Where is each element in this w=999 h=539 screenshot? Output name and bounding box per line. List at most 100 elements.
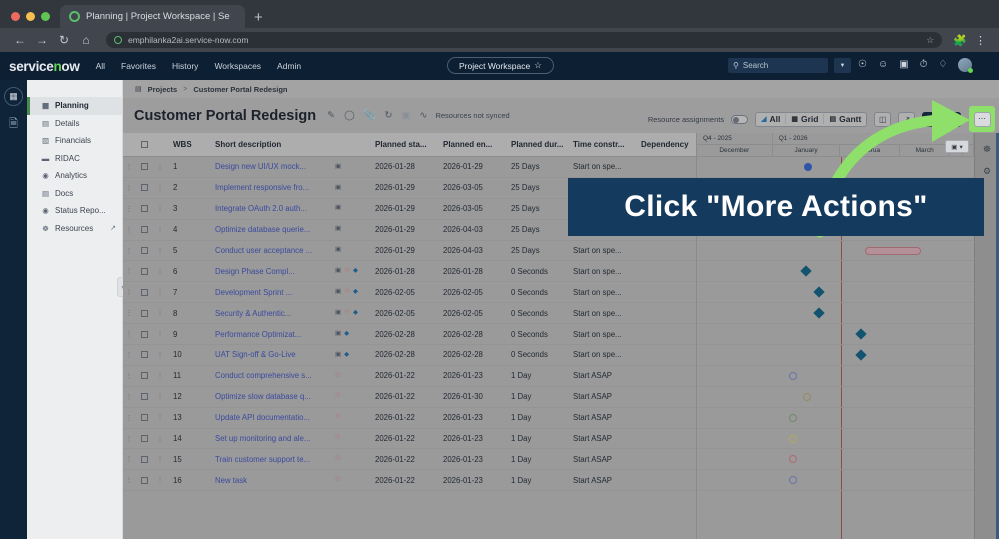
row-checkbox-cell[interactable]	[135, 163, 153, 171]
resources-icon[interactable]: ☸	[982, 144, 992, 154]
relations-icon[interactable]: ∿	[419, 109, 428, 121]
row-checkbox[interactable]	[140, 205, 148, 213]
row-menu-icon[interactable]: ⋮	[156, 414, 164, 422]
cell-short-description[interactable]: New task	[215, 475, 248, 485]
tab-all[interactable]: ◢ All	[756, 114, 785, 124]
nav-item-history[interactable]: History	[171, 61, 199, 71]
cell-short-description[interactable]: Design Phase Compl...	[215, 266, 295, 276]
row-menu-icon[interactable]: ⋮	[156, 184, 164, 192]
drag-handle-icon[interactable]: ⋮	[125, 372, 133, 380]
table-row[interactable]: ⋮ ⋮ 11 Conduct comprehensive s... ☉ 2026-01-2…	[123, 366, 696, 387]
drag-handle-icon[interactable]: ⋮	[125, 310, 133, 318]
row-menu-icon[interactable]: ⋮	[156, 205, 164, 213]
row-menu-icon[interactable]: ⋮	[156, 331, 164, 339]
tab-gantt[interactable]: ▤ Gantt	[823, 114, 866, 124]
table-row[interactable]: ⋮ ⋮ 13 Update API documentatio... ☉ 2026-01-2…	[123, 408, 696, 429]
row-checkbox-cell[interactable]	[135, 455, 153, 463]
gantt-milestone-diamond[interactable]	[800, 265, 812, 278]
row-checkbox-cell[interactable]	[135, 435, 153, 443]
filter-button[interactable]: ◫	[874, 111, 892, 127]
export-button[interactable]: ↗	[898, 111, 916, 127]
search-scope-dropdown[interactable]: ▼	[834, 58, 851, 73]
row-checkbox[interactable]	[140, 267, 148, 275]
primary-action-button[interactable]: e Action	[922, 111, 961, 127]
gantt-ring-marker[interactable]	[789, 476, 797, 485]
gantt-date-range-button[interactable]: ▣ ▾	[945, 140, 969, 153]
row-checkbox[interactable]	[140, 393, 148, 401]
row-checkbox-cell[interactable]	[135, 205, 153, 213]
table-row[interactable]: ⋮ ⋮ 16 New task ☉ 2026-01-22 2026-01-23 1 Day St…	[123, 470, 696, 492]
sidebar-item-ridac[interactable]: ▬ RIDAC	[27, 150, 122, 168]
row-checkbox[interactable]	[140, 351, 148, 359]
home-icon[interactable]: ⌂	[82, 33, 90, 47]
table-row[interactable]: ⋮ ⋮ 15 Train customer support te... ☉ 2026-01…	[123, 449, 696, 471]
vertical-scrollbar[interactable]	[996, 133, 999, 539]
drag-handle-icon[interactable]: ⋮	[125, 351, 133, 359]
row-menu-icon[interactable]: ⋮	[156, 226, 164, 234]
cell-short-description[interactable]: Security & Authentic...	[215, 308, 292, 318]
attachment-icon[interactable]: 📎	[363, 109, 376, 121]
row-checkbox[interactable]	[140, 309, 148, 317]
row-menu-icon[interactable]: ⋮	[156, 289, 164, 297]
table-row[interactable]: ⋮ ⋮ 7 Development Sprint ... ▣ ☉ ◆ 2026-02-05 20…	[123, 282, 696, 304]
tab-grid[interactable]: ▦ Grid	[785, 114, 823, 124]
sidebar-item-financials[interactable]: ▧ Financials	[27, 132, 122, 150]
gantt-milestone-diamond[interactable]	[855, 349, 867, 361]
table-row[interactable]: ⋮ ⋮ 5 Conduct user acceptance ... ▣ 2026-01-2…	[123, 241, 696, 262]
clock-icon[interactable]: ⏱	[919, 59, 928, 70]
forward-arrow-icon[interactable]: →	[36, 33, 48, 47]
search-input[interactable]: ⚲ Search	[728, 58, 828, 73]
row-checkbox[interactable]	[140, 184, 148, 192]
new-tab-button[interactable]: +	[254, 9, 263, 26]
row-checkbox[interactable]	[140, 288, 148, 296]
gantt-milestone-diamond[interactable]	[855, 328, 867, 340]
select-all-checkbox-cell[interactable]	[135, 141, 153, 148]
table-row[interactable]: ⋮ ⋮ 8 Security & Authentic... ▣ ☉ ◆ 2026-02-05 2…	[123, 303, 696, 325]
table-row[interactable]: ⋮ ⋮ 10 UAT Sign-off & Go-Live ▣ ◆ 2026-02-28 20…	[123, 345, 696, 366]
row-checkbox-cell[interactable]	[135, 393, 153, 401]
row-checkbox[interactable]	[140, 226, 148, 234]
copy-icon[interactable]: ▣	[401, 109, 411, 121]
column-header-short-description[interactable]: Short description	[215, 140, 282, 149]
row-menu-icon[interactable]: ⋮	[156, 393, 164, 401]
cell-short-description[interactable]: Update API documentatio...	[215, 413, 310, 423]
sidebar-item-details[interactable]: ▤ Details	[27, 115, 122, 133]
row-checkbox[interactable]	[140, 247, 148, 254]
table-row[interactable]: ⋮ ⋮ 14 Set up monitoring and ale... ☉ 2026-01…	[123, 429, 696, 450]
column-header-planned-end[interactable]: Planned en...	[443, 140, 493, 149]
cell-short-description[interactable]: Optimize slow database q...	[215, 392, 311, 402]
row-checkbox[interactable]	[140, 372, 148, 380]
puzzle-icon[interactable]: 🧩	[953, 34, 967, 47]
row-checkbox-cell[interactable]	[135, 351, 153, 359]
drag-handle-icon[interactable]: ⋮	[125, 477, 133, 485]
row-checkbox-cell[interactable]	[135, 330, 153, 338]
row-checkbox[interactable]	[140, 435, 148, 443]
comment-icon[interactable]: ◯	[344, 109, 355, 121]
settings-gear-icon[interactable]: ⚙	[982, 166, 992, 176]
row-checkbox-cell[interactable]	[135, 288, 153, 296]
cell-short-description[interactable]: Conduct comprehensive s...	[215, 371, 312, 381]
chat-icon[interactable]: ☺	[877, 59, 889, 70]
refresh-icon[interactable]: ↻	[384, 109, 393, 121]
maximize-window-button[interactable]	[41, 12, 50, 21]
gantt-milestone-diamond[interactable]	[813, 286, 825, 298]
sidebar-item-resources[interactable]: ☸ Resources ↗	[27, 220, 122, 238]
browser-tab[interactable]: Planning | Project Workspace | Se	[60, 5, 245, 28]
sidebar-item-status-reports[interactable]: ◉ Status Repo...	[27, 202, 122, 220]
back-arrow-icon[interactable]: ←	[14, 33, 26, 47]
gantt-ring-marker[interactable]	[789, 413, 797, 422]
cell-short-description[interactable]: Design new UI/UX mock...	[215, 162, 306, 172]
column-header-time-constraint[interactable]: Time constr...	[573, 140, 625, 149]
row-checkbox-cell[interactable]	[135, 476, 153, 484]
row-checkbox[interactable]	[140, 414, 148, 422]
globe-icon[interactable]: ☉	[858, 59, 867, 70]
gantt-dot-marker[interactable]	[804, 162, 812, 171]
drag-handle-icon[interactable]: ⋮	[125, 268, 133, 276]
row-menu-icon[interactable]: ⋮	[156, 268, 164, 276]
kebab-menu-icon[interactable]: ⋮	[975, 34, 986, 47]
drag-handle-icon[interactable]: ⋮	[125, 331, 133, 339]
column-header-wbs[interactable]: WBS	[173, 140, 192, 149]
column-header-dependency[interactable]: Dependency	[641, 140, 689, 149]
app-grid-icon[interactable]: ▦	[4, 87, 23, 106]
row-menu-icon[interactable]: ⋮	[156, 310, 164, 318]
